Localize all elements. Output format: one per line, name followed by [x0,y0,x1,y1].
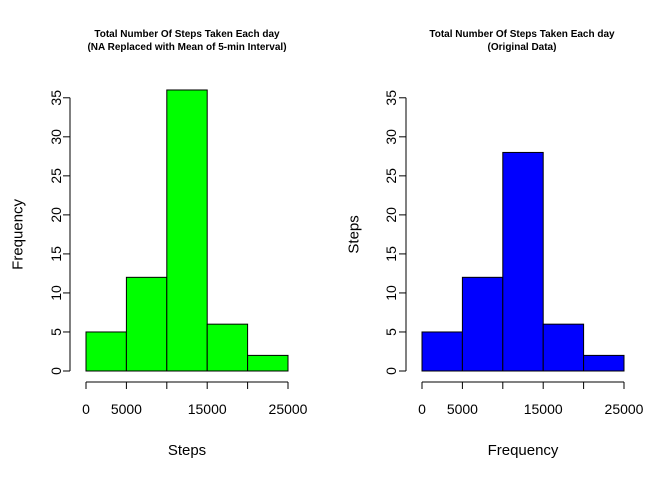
y-tick-label: 25 [383,168,399,184]
histogram-bar [206,323,249,372]
chart-title-line-2: (Original Data) [488,42,557,53]
y-tick-label: 15 [48,246,64,262]
x-tick-label: 25000 [269,401,308,417]
x-axis-label: Steps [168,442,206,459]
y-tick-label: 10 [383,285,399,301]
y-tick-label: 20 [383,207,399,223]
chart-panel-1: Total Number Of Steps Taken Each day (NA … [10,29,308,459]
y-tick-label: 10 [48,285,64,301]
chart-title-line-1: Total Number Of Steps Taken Each day [94,29,280,40]
x-tick-label: 25000 [605,401,644,417]
y-tick-label: 0 [383,367,399,375]
x-tick-label: 5000 [111,401,142,417]
x-axis-label: Frequency [488,442,559,459]
histogram-bar [85,331,127,372]
histogram-bar [542,323,585,372]
chart-title-line-2: (NA Replaced with Mean of 5-min Interval… [87,42,286,53]
y-tick-label: 15 [383,246,399,262]
y-tick-label: 0 [48,367,64,375]
y-tick-label: 20 [48,207,64,223]
histogram-bar [461,276,504,372]
histogram-bar [583,354,625,372]
x-tick-label: 15000 [524,401,563,417]
y-tick-label: 35 [48,90,64,106]
y-tick-label: 35 [383,90,399,106]
y-tick-label: 5 [48,328,64,336]
y-axis-label: Steps [346,215,363,253]
x-tick-label: 0 [82,401,90,417]
histogram-bar [125,276,168,372]
chart-panel-2: Total Number Of Steps Taken Each day (Ori… [346,29,644,459]
x-tick-label: 5000 [447,401,478,417]
histogram-bar [166,89,208,372]
chart-title-line-1: Total Number Of Steps Taken Each day [429,29,615,40]
histogram-bar [502,151,544,372]
y-tick-label: 5 [383,328,399,336]
histogram-bar [247,354,289,372]
x-tick-label: 0 [418,401,426,417]
y-tick-label: 30 [383,129,399,145]
y-axis-label: Frequency [10,198,27,269]
y-tick-label: 25 [48,168,64,184]
histogram-bar [421,331,463,372]
x-tick-label: 15000 [188,401,227,417]
y-tick-label: 30 [48,129,64,145]
